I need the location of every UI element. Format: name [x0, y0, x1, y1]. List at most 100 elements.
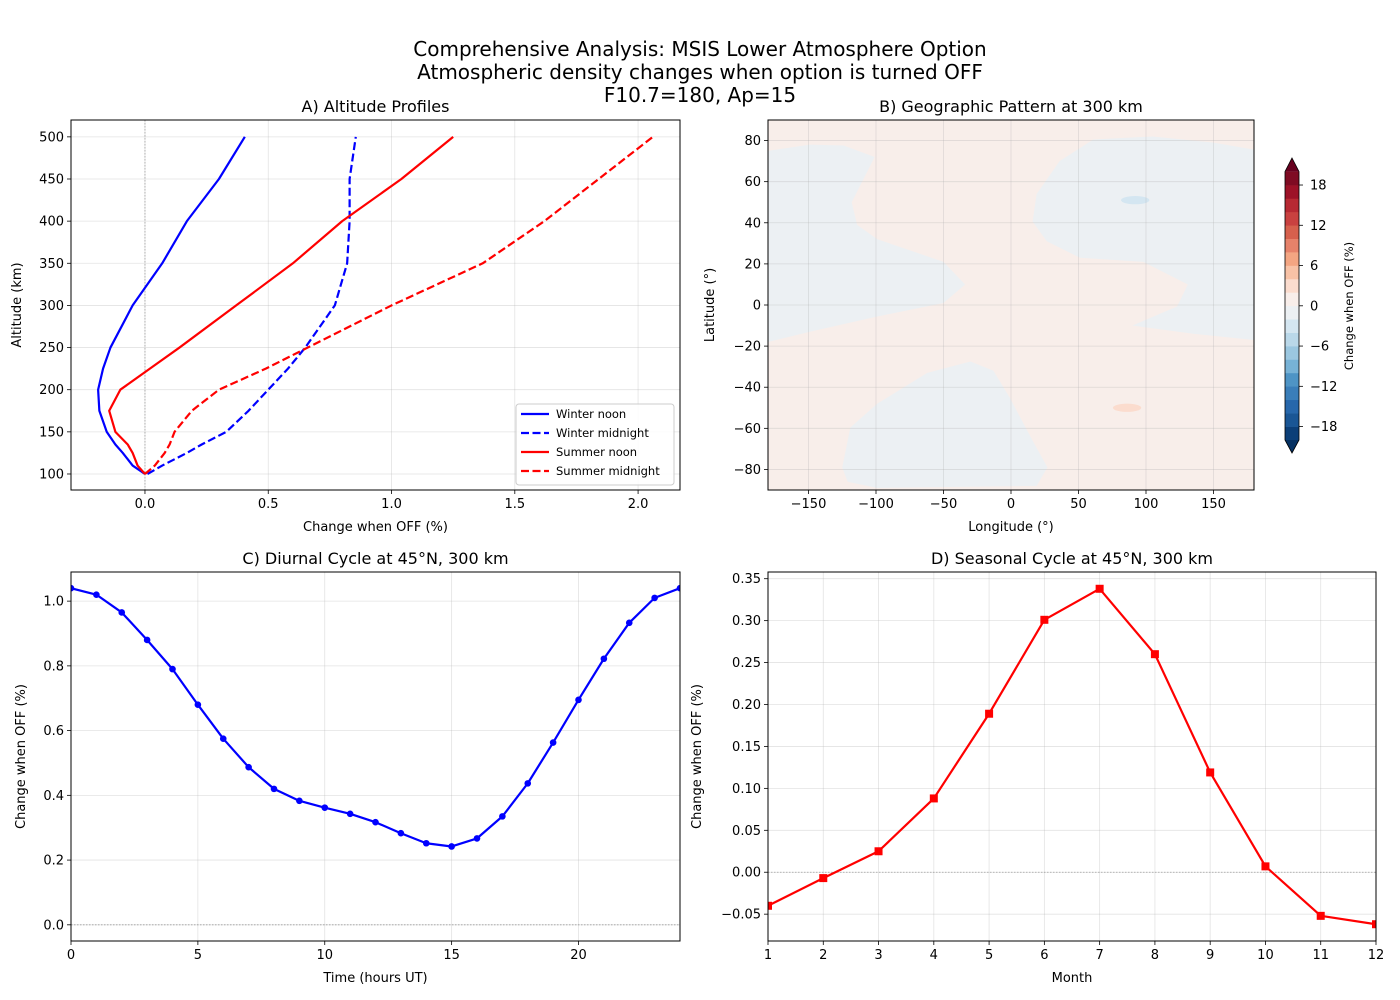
diurnal-data-point	[93, 591, 100, 598]
seasonal-data-point	[1150, 650, 1159, 659]
colorbar-tick-label: 6	[1310, 259, 1318, 274]
legend: Winter noon Winter midnight Summer noon Sum…	[515, 403, 675, 486]
x-tick-label: 7	[1095, 948, 1103, 963]
colorbar-band	[1285, 211, 1299, 226]
legend-label: Winter noon	[556, 407, 626, 421]
diurnal-data-point	[194, 701, 202, 709]
diurnal-data-point	[524, 780, 532, 787]
x-tick-label: 4	[930, 948, 938, 963]
seasonal-data-point	[819, 874, 828, 883]
x-tick-label: 3	[874, 948, 882, 963]
seasonal-data-point	[768, 901, 772, 910]
axes-frame	[767, 571, 1377, 942]
diurnal-data-point	[575, 696, 582, 704]
x-tick-label: 12	[1368, 948, 1385, 963]
x-axis-label: Month	[1052, 971, 1093, 986]
series-line-summer-noon	[108, 136, 454, 475]
x-tick-label: −150	[791, 497, 827, 512]
x-tick-label: 5	[985, 948, 993, 963]
axes-frame	[767, 119, 1255, 491]
y-tick-label: −80	[734, 463, 761, 478]
x-tick-label: 50	[1070, 497, 1087, 512]
colorbar-tick-label: −18	[1310, 420, 1337, 435]
x-tick-label: 1.5	[504, 497, 525, 512]
y-tick-label: 1.0	[43, 595, 64, 610]
y-tick-label: 200	[39, 383, 64, 398]
diurnal-data-point	[71, 584, 75, 592]
figure-title-line-1: Comprehensive Analysis: MSIS Lower Atmos…	[413, 37, 986, 61]
x-tick-label: 6	[1040, 948, 1048, 963]
x-tick-label: 5	[194, 948, 202, 963]
diurnal-data-point	[169, 665, 176, 673]
legend-frame	[515, 403, 675, 486]
y-tick-label: 500	[39, 130, 64, 145]
diurnal-data-point	[600, 655, 608, 663]
colorbar-tick-label: −12	[1310, 380, 1337, 395]
y-tick-label: 0.20	[732, 698, 761, 713]
colorbar-tick-label: 0	[1310, 299, 1318, 314]
y-tick-label: 0.4	[43, 789, 64, 804]
y-tick-label: 400	[39, 215, 64, 230]
diurnal-data-point	[321, 804, 329, 811]
colorbar-label: Change when OFF (%)	[1342, 242, 1356, 370]
diurnal-data-point	[270, 785, 278, 793]
y-axis-label: Change when OFF (%)	[690, 684, 705, 829]
colorbar-band	[1285, 332, 1299, 347]
seasonal-data-point	[1095, 584, 1104, 593]
y-tick-label: 350	[39, 257, 64, 272]
x-tick-label: 11	[1312, 948, 1329, 963]
plot-area	[768, 120, 1254, 490]
colorbar-outline	[1284, 157, 1300, 454]
colorbar-band	[1285, 185, 1299, 199]
y-tick-label: 450	[39, 172, 64, 187]
diurnal-data-point	[372, 818, 379, 826]
colorbar-band	[1285, 413, 1299, 427]
x-axis-label: Time (hours UT)	[322, 971, 427, 986]
panel-title: D) Seasonal Cycle at 45°N, 300 km	[931, 549, 1213, 568]
panel-c: 0 5 10 15 20 0.0 0.2 0.4 0.6 0.8 1.0 C) Diurnal Cyc…	[14, 549, 681, 986]
diurnal-data-point	[625, 619, 633, 627]
colorbar-band	[1285, 372, 1299, 387]
seasonal-data-point	[1372, 920, 1376, 929]
colorbar-band	[1285, 305, 1299, 320]
x-tick-label: 15	[443, 948, 460, 963]
x-tick-label: −100	[858, 497, 894, 512]
colorbar-band	[1285, 399, 1299, 414]
y-axis-label: Altitude (km)	[10, 262, 25, 347]
y-tick-label: 0.6	[43, 724, 64, 739]
diurnal-data-point	[473, 835, 481, 842]
axes-frame	[70, 571, 681, 942]
x-tick-label: 2	[819, 948, 827, 963]
diurnal-data-point	[676, 584, 680, 592]
x-axis-label: Change when OFF (%)	[303, 520, 448, 535]
x-tick-label: 0	[67, 948, 75, 963]
panel-d: 1 2 3 4 5 6 7 8 9 10 11 12−0.050.000.050.100.150.20…	[690, 549, 1384, 986]
colorbar-band	[1285, 292, 1299, 307]
y-tick-label: 40	[744, 216, 761, 231]
colorbar-band	[1285, 386, 1299, 401]
y-tick-label: 0.10	[732, 782, 761, 797]
seasonal-data-point	[985, 709, 994, 718]
diurnal-series-line	[71, 587, 680, 848]
panel-title: C) Diurnal Cycle at 45°N, 300 km	[242, 549, 508, 568]
x-tick-label: 1.0	[381, 497, 402, 512]
colorbar-tick-label: 18	[1310, 179, 1327, 194]
x-tick-label: 20	[570, 948, 587, 963]
contour-region	[768, 144, 966, 342]
panel-title: B) Geographic Pattern at 300 km	[879, 97, 1143, 116]
diurnal-data-point	[296, 797, 303, 805]
contour-region	[842, 361, 1048, 488]
y-tick-label: 100	[39, 467, 64, 482]
seasonal-data-point	[929, 794, 938, 803]
x-axis-label: Longitude (°)	[968, 520, 1053, 535]
y-tick-label: 0.25	[732, 656, 761, 671]
diurnal-data-point	[448, 843, 455, 850]
y-tick-label: 0.00	[732, 866, 761, 881]
legend-label: Summer noon	[556, 445, 637, 459]
diurnal-data-point	[651, 594, 658, 602]
series-line-summer-midnight	[144, 135, 654, 475]
colorbar-band	[1285, 225, 1299, 239]
y-tick-label: 150	[39, 425, 64, 440]
diurnal-data-point	[219, 735, 227, 742]
seasonal-data-point	[1261, 862, 1270, 871]
